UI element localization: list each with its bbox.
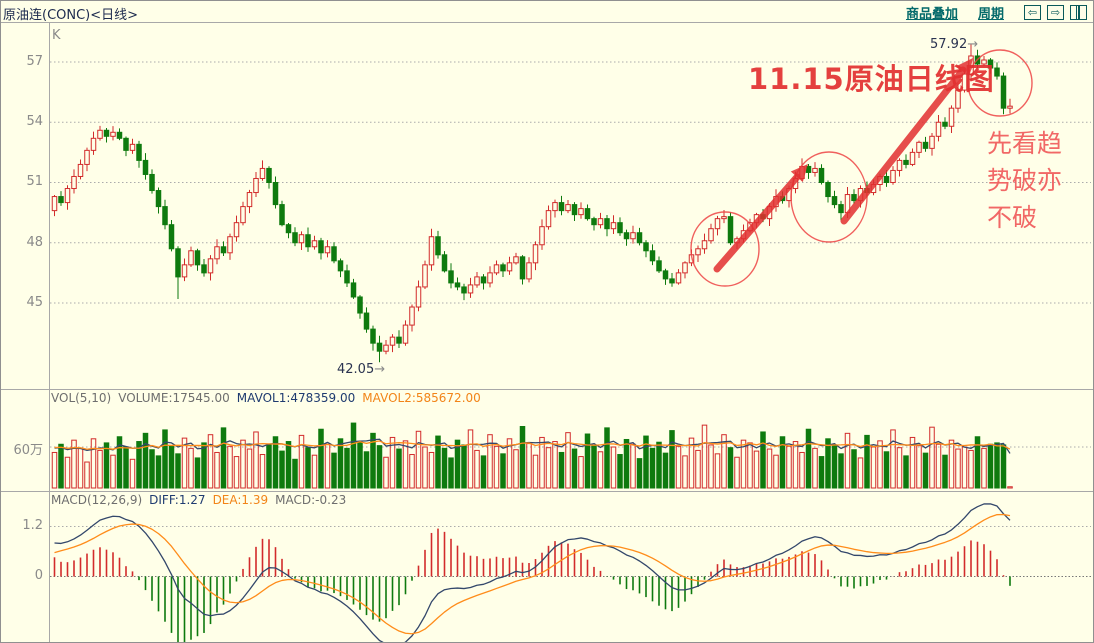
right-arrow-icon: ⇨ xyxy=(1050,6,1061,19)
chart-canvas[interactable] xyxy=(1,23,1094,643)
candlestick-layer xyxy=(51,43,1013,363)
right-arrow-icon: → xyxy=(967,37,979,52)
symbol-title: 原油连(CONC)<日线> xyxy=(3,8,139,23)
commodity-overlay-link[interactable]: 商品叠加 xyxy=(905,7,958,22)
annotation-side-note: 先看趋 势破亦 不破 xyxy=(987,125,1062,236)
annotation-headline: 11.15原油日线图 xyxy=(748,62,995,96)
right-arrow-icon: → xyxy=(374,362,386,377)
volume-panel-header: VOL(5,10) VOLUME:17545.00 MAVOL1:478359.00… xyxy=(51,391,488,405)
price-axis-tick: 57 xyxy=(26,54,43,69)
macd-value: MACD:-0.23 xyxy=(275,493,347,507)
split-view-button[interactable] xyxy=(1070,5,1087,20)
indicator-k-label: K xyxy=(52,28,61,43)
annotation-side-note-line: 先看趋 xyxy=(987,129,1063,158)
annotation-shapes-layer xyxy=(690,49,1033,287)
left-arrow-icon: ⇦ xyxy=(1027,6,1038,19)
macd-axis-tick: 0 xyxy=(34,568,43,583)
diff-value: DIFF:1.27 xyxy=(149,493,206,507)
macd-axis-tick: 1.2 xyxy=(22,518,43,533)
volume-value: VOLUME:17545.00 xyxy=(118,391,230,405)
title-bar-actions: 商品叠加 周期 ⇦ ⇨ xyxy=(906,3,1087,22)
dea-value: DEA:1.39 xyxy=(212,493,269,507)
period-link[interactable]: 周期 xyxy=(977,7,1004,22)
title-bar: 原油连(CONC)<日线> 商品叠加 周期 ⇦ ⇨ xyxy=(1,1,1093,23)
macd-indicator-label: MACD(12,26,9) xyxy=(51,493,143,507)
volume-axis-tick: 60万 xyxy=(13,443,43,458)
volume-layer xyxy=(51,422,1013,489)
grid-layer xyxy=(1,23,1093,642)
mavol1-value: MAVOL1:478359.00 xyxy=(236,391,356,405)
annotation-side-note-line: 势破亦 xyxy=(987,166,1063,195)
scroll-left-button[interactable]: ⇦ xyxy=(1024,5,1041,20)
macd-panel-header: MACD(12,26,9) DIFF:1.27 DEA:1.39 MACD:-0.23 xyxy=(51,493,353,507)
price-axis-tick: 48 xyxy=(26,235,43,250)
high-price-label: 57.92→ xyxy=(930,37,979,52)
price-axis-tick: 51 xyxy=(26,174,43,189)
annotation-side-note-line: 不破 xyxy=(987,203,1038,232)
vol-indicator-label: VOL(5,10) xyxy=(51,391,112,405)
split-view-icon xyxy=(1077,5,1080,20)
scroll-right-button[interactable]: ⇨ xyxy=(1047,5,1064,20)
price-axis-tick: 54 xyxy=(26,114,43,129)
macd-layer xyxy=(53,503,1011,642)
low-price-label: 42.05→ xyxy=(337,362,386,377)
price-axis-tick: 45 xyxy=(26,295,43,310)
mavol2-value: MAVOL2:585672.00 xyxy=(362,391,481,405)
